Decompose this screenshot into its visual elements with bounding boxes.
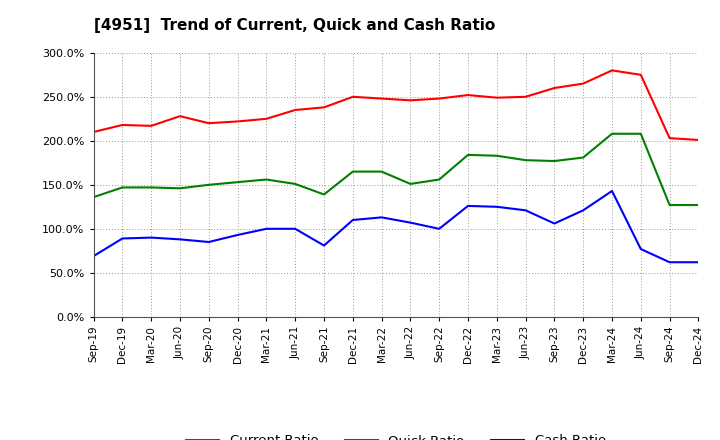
Quick Ratio bbox=[406, 181, 415, 187]
Cash Ratio bbox=[694, 260, 703, 265]
Quick Ratio bbox=[579, 155, 588, 160]
Quick Ratio bbox=[320, 192, 328, 197]
Current Ratio bbox=[348, 94, 357, 99]
Quick Ratio bbox=[521, 158, 530, 163]
Quick Ratio bbox=[608, 131, 616, 136]
Current Ratio bbox=[406, 98, 415, 103]
Legend: Current Ratio, Quick Ratio, Cash Ratio: Current Ratio, Quick Ratio, Cash Ratio bbox=[186, 434, 606, 440]
Cash Ratio bbox=[665, 260, 674, 265]
Quick Ratio bbox=[492, 153, 501, 158]
Cash Ratio bbox=[147, 235, 156, 240]
Line: Current Ratio: Current Ratio bbox=[94, 70, 698, 140]
Line: Quick Ratio: Quick Ratio bbox=[94, 134, 698, 205]
Cash Ratio bbox=[291, 226, 300, 231]
Quick Ratio bbox=[118, 185, 127, 190]
Quick Ratio bbox=[147, 185, 156, 190]
Quick Ratio bbox=[176, 186, 184, 191]
Cash Ratio bbox=[118, 236, 127, 241]
Quick Ratio bbox=[204, 182, 213, 187]
Text: [4951]  Trend of Current, Quick and Cash Ratio: [4951] Trend of Current, Quick and Cash … bbox=[94, 18, 495, 33]
Cash Ratio bbox=[521, 208, 530, 213]
Cash Ratio bbox=[636, 246, 645, 252]
Cash Ratio bbox=[550, 221, 559, 226]
Current Ratio bbox=[377, 96, 386, 101]
Quick Ratio bbox=[694, 202, 703, 208]
Quick Ratio bbox=[435, 177, 444, 182]
Quick Ratio bbox=[291, 181, 300, 187]
Quick Ratio bbox=[348, 169, 357, 174]
Current Ratio bbox=[464, 92, 472, 98]
Current Ratio bbox=[204, 121, 213, 126]
Cash Ratio bbox=[204, 239, 213, 245]
Quick Ratio bbox=[636, 131, 645, 136]
Current Ratio bbox=[435, 96, 444, 101]
Current Ratio bbox=[665, 136, 674, 141]
Current Ratio bbox=[521, 94, 530, 99]
Quick Ratio bbox=[464, 152, 472, 158]
Current Ratio bbox=[492, 95, 501, 100]
Current Ratio bbox=[579, 81, 588, 86]
Current Ratio bbox=[608, 68, 616, 73]
Current Ratio bbox=[550, 85, 559, 91]
Quick Ratio bbox=[665, 202, 674, 208]
Current Ratio bbox=[176, 114, 184, 119]
Cash Ratio bbox=[579, 208, 588, 213]
Current Ratio bbox=[233, 119, 242, 124]
Current Ratio bbox=[636, 72, 645, 77]
Cash Ratio bbox=[176, 237, 184, 242]
Current Ratio bbox=[147, 123, 156, 128]
Quick Ratio bbox=[377, 169, 386, 174]
Quick Ratio bbox=[550, 158, 559, 164]
Cash Ratio bbox=[348, 217, 357, 223]
Line: Cash Ratio: Cash Ratio bbox=[94, 191, 698, 262]
Cash Ratio bbox=[406, 220, 415, 225]
Cash Ratio bbox=[435, 226, 444, 231]
Cash Ratio bbox=[262, 226, 271, 231]
Cash Ratio bbox=[320, 243, 328, 248]
Quick Ratio bbox=[89, 194, 98, 200]
Current Ratio bbox=[118, 122, 127, 128]
Cash Ratio bbox=[492, 204, 501, 209]
Current Ratio bbox=[89, 129, 98, 135]
Quick Ratio bbox=[233, 180, 242, 185]
Quick Ratio bbox=[262, 177, 271, 182]
Cash Ratio bbox=[233, 232, 242, 238]
Current Ratio bbox=[694, 137, 703, 143]
Current Ratio bbox=[320, 105, 328, 110]
Cash Ratio bbox=[608, 188, 616, 194]
Current Ratio bbox=[291, 107, 300, 113]
Cash Ratio bbox=[89, 253, 98, 259]
Cash Ratio bbox=[464, 203, 472, 209]
Cash Ratio bbox=[377, 215, 386, 220]
Current Ratio bbox=[262, 116, 271, 121]
